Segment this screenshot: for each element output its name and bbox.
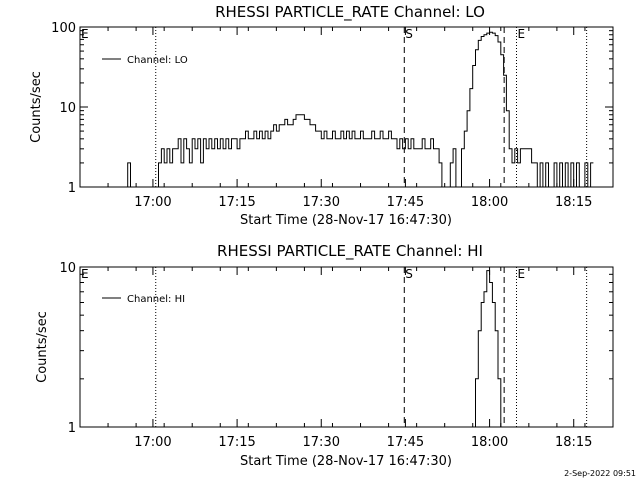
x-tick-label: 17:15 [218,195,255,210]
x-tick-label: 17:45 [387,195,424,210]
chart-panel-lo: RHESSI PARTICLE_RATE Channel: LO Counts/… [29,3,614,228]
y-axis-label: Counts/sec [35,311,50,383]
chart-title: RHESSI PARTICLE_RATE Channel: LO [215,3,485,22]
x-tick-label: 17:15 [218,435,255,450]
legend-label: Channel: HI [127,294,185,305]
time-marker-label: E [81,27,89,41]
time-marker-label: S [405,267,413,281]
chart-title: RHESSI PARTICLE_RATE Channel: HI [217,242,483,261]
y-tick-label: 1 [68,421,76,436]
time-marker-label: S [405,27,413,41]
y-axis-label: Counts/sec [29,71,44,143]
chart-panel-hi: RHESSI PARTICLE_RATE Channel: HI Counts/… [35,242,614,469]
data-series-line [472,270,504,428]
x-axis-label: Start Time (28-Nov-17 16:47:30) [240,454,452,469]
data-series-line [124,31,594,188]
footer-timestamp: 2-Sep-2022 09:51 [564,469,636,478]
x-tick-label: 18:00 [471,195,508,210]
x-tick-label: 17:30 [303,435,340,450]
x-tick-label: 18:00 [471,435,508,450]
legend: Channel: HI [102,294,185,305]
series-group [124,31,594,188]
x-tick-label: 18:15 [555,435,592,450]
legend-label: Channel: LO [127,55,188,66]
time-marker-label: E [517,27,525,41]
x-tick-label: 18:15 [555,195,592,210]
tick-group: 17:00 17:15 17:30 17:45 18:00 18:15 1 10 [59,261,614,450]
x-tick-label: 17:30 [303,195,340,210]
x-tick-label: 17:00 [134,195,171,210]
y-tick-label: 10 [59,261,76,276]
x-axis-label: Start Time (28-Nov-17 16:47:30) [240,213,452,228]
series-group [472,270,504,428]
tick-group: 17:00 17:15 17:30 17:45 18:00 18:15 1 10 100 [51,21,614,210]
legend: Channel: LO [102,55,188,66]
plot-frame [79,266,614,428]
y-tick-label: 10 [59,101,76,116]
time-marker-label: E [81,267,89,281]
x-tick-label: 17:45 [387,435,424,450]
y-tick-label: 100 [51,21,76,36]
y-tick-label: 1 [68,181,76,196]
time-marker-label: E [517,267,525,281]
x-tick-label: 17:00 [134,435,171,450]
